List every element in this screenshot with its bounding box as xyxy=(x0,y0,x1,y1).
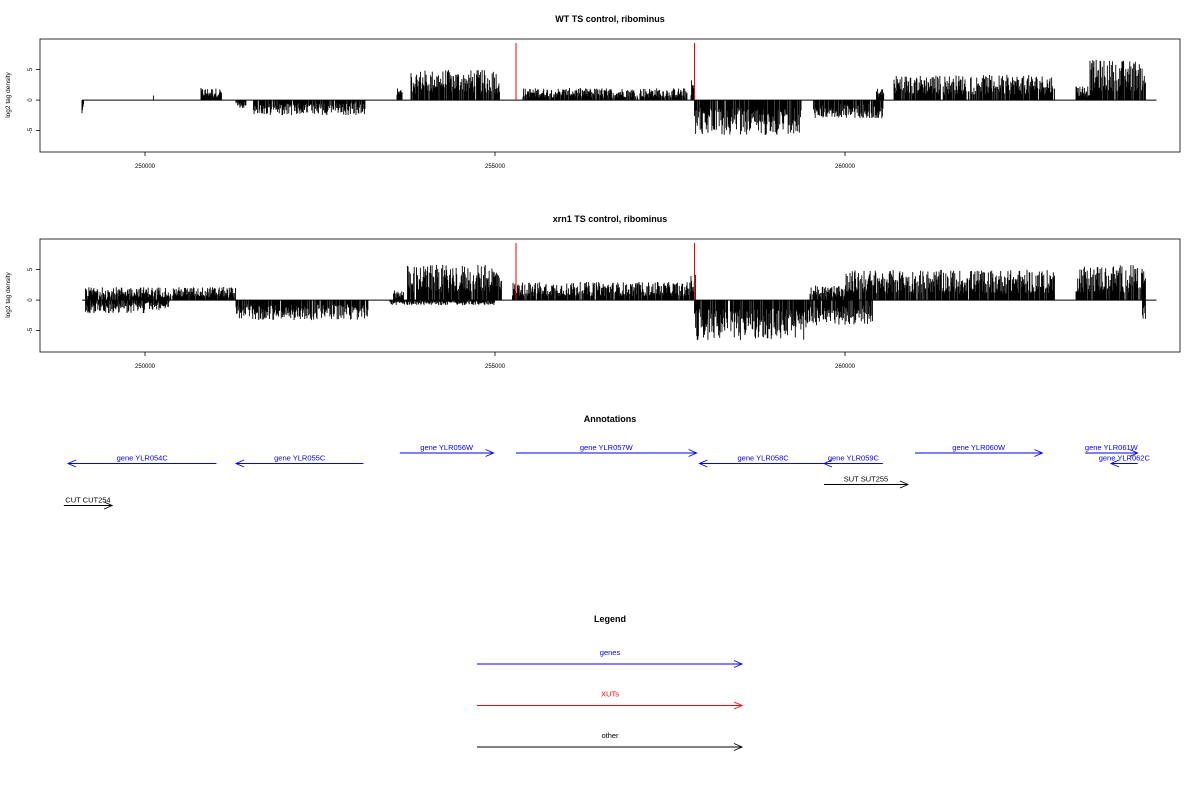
panel-wt-signal xyxy=(81,59,1146,135)
annotation-feature: gene YLR061W xyxy=(1085,443,1139,457)
feature-arrowhead xyxy=(66,459,77,468)
legend-label: XUTs xyxy=(601,690,619,699)
annotation-features: gene YLR054C gene YLR055C gene YLR056W gene… xyxy=(63,443,1151,510)
feature-label: gene YLR054C xyxy=(117,454,169,463)
feature-arrowhead xyxy=(234,459,245,468)
annotation-feature: CUT CUT254 xyxy=(63,496,114,510)
x-tick-label: 250000 xyxy=(135,164,156,170)
legend-item: other xyxy=(477,731,744,751)
panel-wt-x-axis: 250000 255000 260000 xyxy=(135,152,856,170)
legend-item: genes xyxy=(477,648,744,668)
annotation-feature: gene YLR062C xyxy=(1099,454,1151,468)
panel-wt-ylabel: log2 tag density xyxy=(5,71,12,117)
feature-label: gene YLR061W xyxy=(1085,443,1139,452)
legend-label: genes xyxy=(600,648,621,657)
panel-wt-title: WT TS control, ribominus xyxy=(555,14,665,24)
legend: Legend genes XUTs other xyxy=(477,614,744,751)
y-tick-label: 5 xyxy=(28,267,34,271)
panel-xrn1-frame xyxy=(39,238,1181,353)
legend-arrowhead xyxy=(733,660,744,668)
panel-xrn1-ylabel: log2 tag density xyxy=(5,271,12,317)
feature-label: gene YLR059C xyxy=(828,454,880,463)
y-tick-label: 0 xyxy=(28,298,34,302)
panel-xrn1: xrn1 TS control, ribominus log2 tag dens… xyxy=(5,214,1181,370)
feature-arrowhead xyxy=(485,449,495,457)
legend-label: other xyxy=(601,731,619,740)
annotation-feature: SUT SUT255 xyxy=(824,475,910,489)
annotation-feature: gene YLR058C xyxy=(698,454,827,468)
panel-wt-xut-markers xyxy=(515,43,695,101)
annotation-feature: gene YLR054C xyxy=(66,454,217,468)
feature-arrowhead xyxy=(698,459,708,468)
annotation-feature: gene YLR060W xyxy=(915,443,1044,457)
panel-wt-frame xyxy=(39,38,1181,153)
panel-xrn1-xut-markers xyxy=(515,243,695,301)
panel-wt: WT TS control, ribominus log2 tag densit… xyxy=(5,14,1181,170)
feature-arrowhead xyxy=(688,449,698,457)
feature-label: gene YLR056W xyxy=(420,443,474,452)
annotations-title: Annotations xyxy=(584,414,637,424)
feature-label: CUT CUT254 xyxy=(65,496,110,505)
legend-arrowhead xyxy=(733,701,744,710)
annotations-track: Annotations gene YLR054C gene YLR055Cgene… xyxy=(63,414,1151,510)
feature-label: gene YLR062C xyxy=(1099,454,1151,463)
feature-label: gene YLR057W xyxy=(580,443,634,452)
x-tick-label: 255000 xyxy=(485,364,506,370)
annotation-feature: gene YLR056W xyxy=(399,443,495,457)
panel-xrn1-signal xyxy=(85,264,1146,341)
feature-arrowhead xyxy=(1034,449,1044,457)
panel-xrn1-x-axis: 250000 255000 260000 xyxy=(135,352,856,370)
feature-label: SUT SUT255 xyxy=(844,475,888,484)
legend-arrowhead xyxy=(733,743,744,751)
y-tick-label: -5 xyxy=(28,127,34,133)
feature-arrowhead xyxy=(1109,459,1120,468)
feature-label: gene YLR055C xyxy=(274,454,326,463)
y-tick-label: -5 xyxy=(28,327,34,333)
panel-wt-y-axis: -5 0 5 xyxy=(28,67,40,133)
legend-item: XUTs xyxy=(477,690,744,710)
legend-items: genes XUTs other xyxy=(477,648,744,751)
feature-arrowhead xyxy=(899,480,910,489)
annotation-feature: gene YLR055C xyxy=(234,454,364,468)
feature-arrowhead xyxy=(822,459,833,468)
feature-arrowhead xyxy=(1129,449,1139,457)
y-tick-label: 5 xyxy=(28,67,34,71)
annotation-feature: gene YLR057W xyxy=(516,443,698,457)
x-tick-label: 250000 xyxy=(135,364,156,370)
y-tick-label: 0 xyxy=(28,98,34,102)
x-tick-label: 260000 xyxy=(835,364,856,370)
annotation-feature: gene YLR059C xyxy=(822,454,883,468)
legend-title: Legend xyxy=(594,614,626,624)
feature-label: gene YLR058C xyxy=(738,454,790,463)
x-tick-label: 260000 xyxy=(835,164,856,170)
panel-xrn1-title: xrn1 TS control, ribominus xyxy=(553,214,668,224)
panel-xrn1-y-axis: -5 0 5 xyxy=(28,267,40,333)
feature-label: gene YLR060W xyxy=(952,443,1006,452)
x-tick-label: 255000 xyxy=(485,164,506,170)
feature-arrowhead xyxy=(103,501,114,510)
